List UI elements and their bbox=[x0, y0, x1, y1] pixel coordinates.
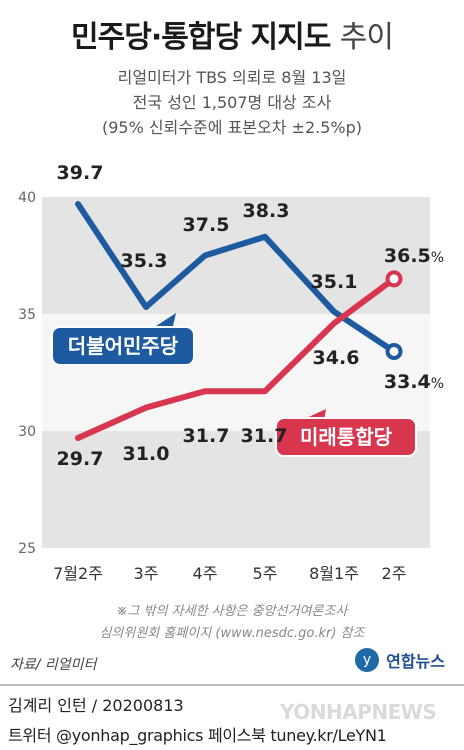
source-text: 자료/ 리얼미터 bbox=[10, 657, 97, 673]
chart-title: 민주당·통합당 지지도 추이 bbox=[0, 12, 464, 56]
social-text: 트위터 @yonhap_graphics 페이스북 tuney.kr/LeYN1 bbox=[8, 726, 387, 745]
x-axis: 7월2주 3주 4주 5주 8월1주 2주 bbox=[53, 564, 406, 583]
data-label-democratic: 39.7 bbox=[57, 165, 104, 184]
series-end-marker bbox=[385, 270, 403, 288]
data-label-unified: 29.7 bbox=[57, 448, 104, 470]
x-tick-label: 5주 bbox=[253, 564, 278, 583]
data-label-percent: % bbox=[431, 250, 444, 266]
tag-democratic: 더불어민주당 bbox=[51, 313, 195, 366]
series-tag-label: 미래통합당 bbox=[300, 425, 393, 449]
x-tick-label: 7월2주 bbox=[53, 564, 103, 583]
data-label-democratic: 35.1 bbox=[311, 271, 358, 293]
data-label-unified: 31.0 bbox=[123, 443, 170, 465]
data-label-percent: % bbox=[431, 376, 444, 392]
x-tick-label: 2주 bbox=[382, 564, 407, 583]
footer-divider bbox=[0, 684, 464, 686]
subtitle-line-3: (95% 신뢰수준에 표본오차 ±2.5%p) bbox=[102, 118, 362, 137]
data-label-democratic: 37.5 bbox=[183, 214, 230, 236]
y-axis: 25 30 35 40 bbox=[18, 190, 36, 557]
data-label-unified: 31.7 bbox=[241, 425, 288, 447]
note-line-1: ※그 밖의 자세한 사항은 중앙선거여론조사 bbox=[116, 604, 348, 619]
y-tick-label: 30 bbox=[18, 424, 36, 440]
logo-text: 연합뉴스 bbox=[386, 652, 445, 671]
data-label-number: 33.4 bbox=[384, 371, 431, 393]
title-light: 추이 bbox=[339, 20, 394, 55]
y-tick-label: 35 bbox=[18, 307, 36, 323]
logo-circle-icon: y bbox=[355, 648, 379, 672]
data-label-democratic: 35.3 bbox=[121, 250, 168, 272]
data-label-number: 36.5 bbox=[384, 245, 431, 267]
note-line-2: 심의위원회 홈페이지 (www.nesdc.go.kr) 참조 bbox=[99, 626, 365, 641]
x-tick-label: 3주 bbox=[134, 564, 159, 583]
y-tick-label: 25 bbox=[18, 541, 36, 557]
data-label-unified: 36.5% bbox=[384, 245, 444, 267]
x-tick-label: 4주 bbox=[193, 564, 218, 583]
series-tag-box bbox=[51, 326, 195, 366]
data-labels: 39.7 35.3 37.5 38.3 35.1 33.4% 29.7 31.0 31.7 31.… bbox=[57, 165, 445, 470]
series-lines bbox=[75, 201, 403, 442]
title-main: 민주당·통합당 지지도 bbox=[71, 20, 331, 55]
x-tick-label: 8월1주 bbox=[309, 564, 359, 583]
data-label-unified: 31.7 bbox=[183, 425, 230, 447]
series-end-marker bbox=[385, 342, 403, 360]
watermark: YONHAPNEWS bbox=[280, 700, 437, 724]
data-label-democratic: 33.4% bbox=[384, 371, 444, 393]
data-label-unified: 34.6 bbox=[313, 347, 360, 369]
series-tag-pointer bbox=[150, 313, 176, 330]
y-tick-label: 40 bbox=[18, 190, 36, 206]
grid-band bbox=[42, 197, 430, 314]
credit-text: 김계리 인턴 / 20200813 bbox=[8, 696, 184, 715]
grid-bands bbox=[42, 197, 430, 548]
data-label-democratic: 38.3 bbox=[243, 200, 290, 222]
series-line bbox=[75, 275, 397, 442]
series-tag-box bbox=[275, 417, 417, 457]
series-tag-label: 더불어민주당 bbox=[68, 334, 179, 358]
tag-unified: 미래통합당 bbox=[275, 409, 417, 457]
subtitle-line-1: 리얼미터가 TBS 의뢰로 8월 13일 bbox=[117, 68, 347, 87]
subtitle-line-2: 전국 성인 1,507명 대상 조사 bbox=[132, 93, 332, 112]
yonhap-logo: y 연합뉴스 bbox=[355, 648, 445, 674]
